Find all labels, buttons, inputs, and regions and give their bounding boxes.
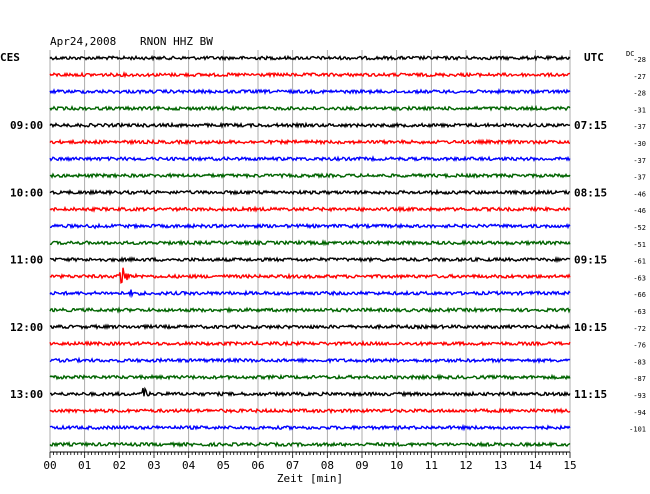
trace-line xyxy=(49,339,571,348)
left-timezone-label: CES xyxy=(0,51,20,64)
dc-offset-label: -83 xyxy=(633,358,646,366)
dc-offset-label: -52 xyxy=(633,224,646,232)
dc-offset-labels: -28 -27 -28 -31 -37 -30 -37 -37 -46 -46 -52 -51 -61 -… xyxy=(629,56,646,434)
x-tick-label: 04 xyxy=(182,459,196,472)
dc-offset-label: -37 xyxy=(633,123,646,131)
x-tick-label: 03 xyxy=(147,459,160,472)
dc-offset-label: -66 xyxy=(633,291,646,299)
left-hour-label: 10:00 xyxy=(10,186,43,199)
dc-offset-label: -27 xyxy=(633,73,646,81)
trace-line xyxy=(49,323,571,331)
trace-line xyxy=(49,222,571,230)
dc-offset-label: -87 xyxy=(633,375,646,383)
dc-offset-label: -37 xyxy=(633,174,646,182)
trace-line xyxy=(49,239,571,247)
right-timezone-label: UTC xyxy=(584,51,604,64)
x-tick-label: 02 xyxy=(113,459,126,472)
dc-offset-label: -46 xyxy=(633,207,646,215)
trace-line xyxy=(49,356,571,365)
dc-offset-label: -28 xyxy=(633,56,646,64)
x-tick-label: 11 xyxy=(425,459,438,472)
x-tick-label: 06 xyxy=(251,459,264,472)
x-tick-label: 07 xyxy=(286,459,299,472)
right-hour-label: 11:15 xyxy=(574,388,607,401)
dc-offset-label: -94 xyxy=(633,409,646,417)
trace-line xyxy=(49,289,571,299)
x-tick-label: 09 xyxy=(355,459,368,472)
dc-offset-label: -31 xyxy=(633,106,646,114)
x-tick-label: 10 xyxy=(390,459,403,472)
x-tick-label: 12 xyxy=(459,459,472,472)
x-tick-label: 00 xyxy=(43,459,56,472)
trace-line xyxy=(49,155,571,163)
dc-offset-label: -93 xyxy=(633,392,646,400)
trace-line xyxy=(49,306,571,314)
trace-line xyxy=(49,373,571,382)
dc-offset-label: -28 xyxy=(633,90,646,98)
dc-offset-label: -63 xyxy=(633,308,646,316)
trace-line xyxy=(49,188,571,196)
x-tick-label: 14 xyxy=(529,459,543,472)
left-hour-label: 09:00 xyxy=(10,119,43,132)
dc-offset-label: -51 xyxy=(633,241,646,249)
trace-line xyxy=(49,104,571,112)
dc-offset-label: -46 xyxy=(633,190,646,198)
x-tick-label: 01 xyxy=(78,459,91,472)
x-axis: 00 01 02 03 04 05 06 07 08 09 10 11 12 13 14 15 xyxy=(43,451,577,472)
grid-lines xyxy=(49,50,571,452)
left-hour-label: 12:00 xyxy=(10,321,43,334)
dc-offset-label: -63 xyxy=(633,274,646,282)
right-hour-label: 08:15 xyxy=(574,186,607,199)
trace-line xyxy=(49,121,571,129)
trace-line xyxy=(49,440,571,449)
x-tick-label: 13 xyxy=(494,459,507,472)
x-tick-label: 08 xyxy=(321,459,334,472)
trace-line xyxy=(49,138,571,146)
x-axis-label: Zeit [min] xyxy=(277,472,343,485)
trace-line xyxy=(49,423,571,432)
left-hour-label: 13:00 xyxy=(10,388,43,401)
trace-line xyxy=(49,54,571,62)
trace-line xyxy=(49,407,571,415)
trace-line xyxy=(49,267,571,284)
x-tick-label: 05 xyxy=(217,459,230,472)
trace-line xyxy=(49,255,571,264)
dc-label: DC xyxy=(626,50,634,58)
left-hour-label: 11:00 xyxy=(10,254,43,267)
date-label: Apr24,2008 xyxy=(50,35,116,48)
dc-offset-label: -72 xyxy=(633,325,646,333)
trace-line xyxy=(49,71,571,79)
dc-offset-label: -37 xyxy=(633,157,646,165)
traces xyxy=(49,54,571,449)
x-tick-label: 15 xyxy=(563,459,576,472)
right-hour-label: 10:15 xyxy=(574,321,607,334)
dc-offset-label: -30 xyxy=(633,140,646,148)
right-hour-label: 09:15 xyxy=(574,254,607,267)
dc-offset-label: -76 xyxy=(633,342,646,350)
trace-line xyxy=(49,205,571,213)
right-hour-label: 07:15 xyxy=(574,119,607,132)
trace-line xyxy=(49,386,571,398)
hour-labels: 09:00 10:00 11:00 12:00 13:00 07:15 08:15 09:15… xyxy=(10,119,607,401)
dc-offset-label: -61 xyxy=(633,258,646,266)
trace-line xyxy=(49,172,571,180)
dc-offset-label: -101 xyxy=(629,426,646,434)
station-label: RNON HHZ BW xyxy=(140,35,213,48)
trace-line xyxy=(49,87,571,96)
